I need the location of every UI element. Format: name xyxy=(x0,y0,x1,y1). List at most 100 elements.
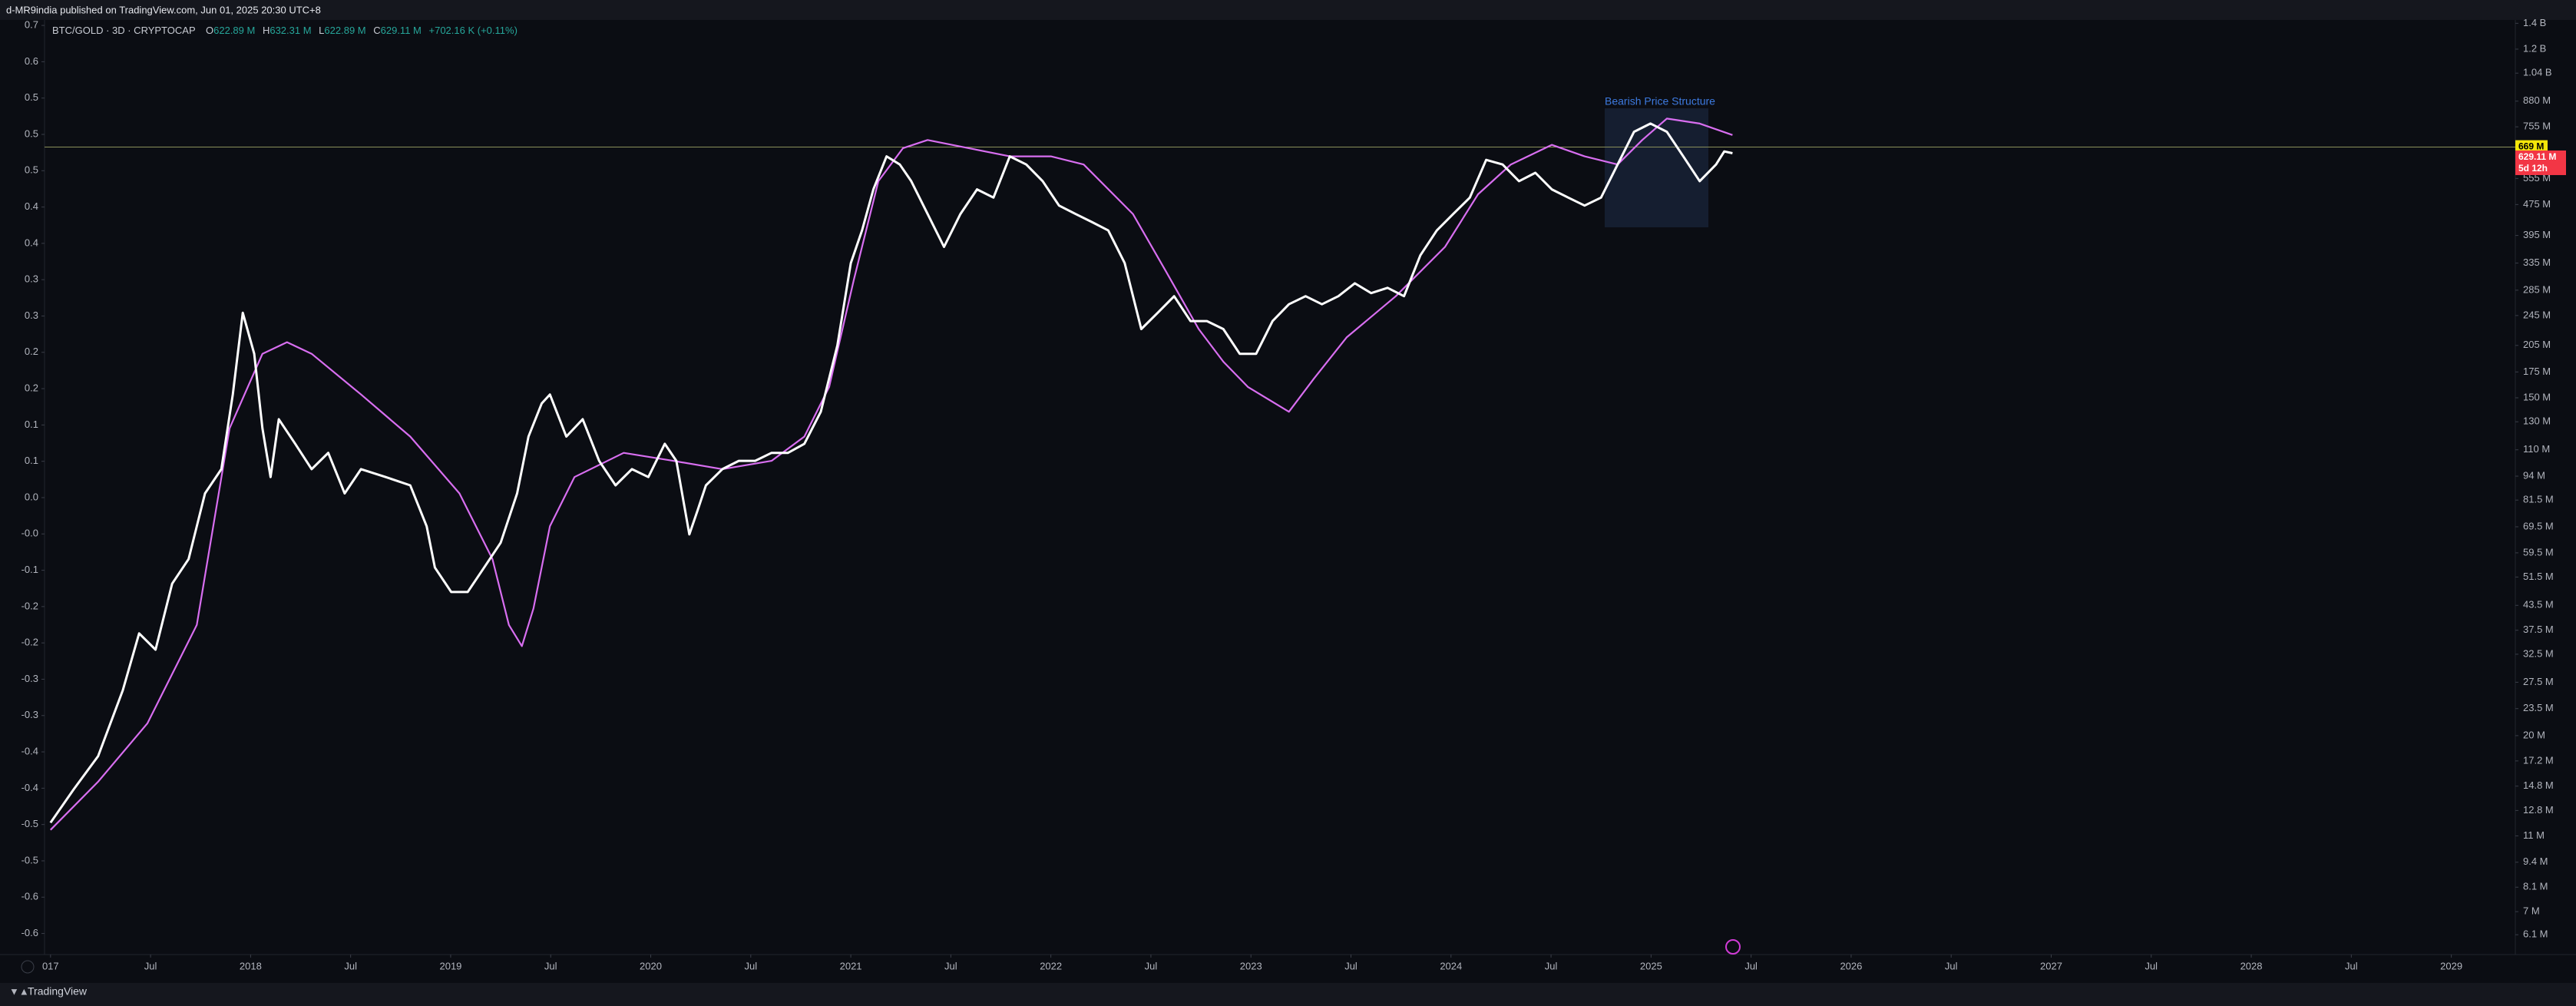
annotation-text: Bearish Price Structure xyxy=(1605,95,1715,108)
last-price-label: 629.11 M xyxy=(2518,151,2556,162)
footer-logo: ▼▲ xyxy=(9,985,29,997)
x-tick-label: Jul xyxy=(544,960,557,971)
x-tick-label: Jul xyxy=(1145,960,1158,971)
x-tick-label: 2025 xyxy=(1640,960,1662,971)
ohlc-value: 622.89 M xyxy=(324,25,365,36)
y2-tick-label: -0.3 xyxy=(21,709,38,720)
y2-tick-label: -0.4 xyxy=(21,782,38,793)
y2-tick-label: 0.4 xyxy=(25,237,38,248)
y-tick-label: 150 M xyxy=(2523,391,2551,402)
x-tick-label: Jul xyxy=(144,960,157,971)
x-tick-label: 2028 xyxy=(2240,960,2263,971)
y2-tick-label: 0.1 xyxy=(25,455,38,466)
lightning-icon[interactable] xyxy=(1725,939,1741,955)
y-tick-label: 12.8 M xyxy=(2523,804,2554,816)
y-tick-label: 27.5 M xyxy=(2523,676,2554,687)
ohlc-value: 622.89 M xyxy=(213,25,255,36)
y-tick-label: 175 M xyxy=(2523,366,2551,377)
x-tick-label: Jul xyxy=(2345,960,2358,971)
y-tick-label: 37.5 M xyxy=(2523,624,2554,635)
x-tick-label: 2019 xyxy=(439,960,461,971)
x-tick-label: 2026 xyxy=(1840,960,1862,971)
ohlc-value: 629.11 M xyxy=(381,25,422,36)
y-tick-label: 110 M xyxy=(2523,443,2550,455)
y-tick-label: 94 M xyxy=(2523,469,2545,481)
y2-tick-label: 0.5 xyxy=(25,91,38,103)
y-tick-label: 9.4 M xyxy=(2523,855,2548,867)
last-price-tag xyxy=(2515,150,2566,175)
change: +702.16 K (+0.11%) xyxy=(429,25,518,36)
x-tick-label: 2023 xyxy=(1240,960,1262,971)
x-tick-label: 2027 xyxy=(2040,960,2062,971)
x-tick-label: Jul xyxy=(2144,960,2158,971)
countdown: 5d 12h xyxy=(2518,163,2548,174)
y-tick-label: 880 M xyxy=(2523,94,2551,106)
ohlc-key: C xyxy=(373,25,380,36)
y2-tick-label: -0.6 xyxy=(21,927,38,938)
y-tick-label: 335 M xyxy=(2523,256,2551,268)
y-tick-label: 6.1 M xyxy=(2523,928,2548,940)
ohlc-key: L xyxy=(319,25,324,36)
x-tick-label: 2020 xyxy=(640,960,662,971)
y2-tick-label: 0.1 xyxy=(25,419,38,430)
y-tick-label: 755 M xyxy=(2523,121,2551,132)
y2-tick-label: 0.3 xyxy=(25,273,38,285)
price-line-label: 669 M xyxy=(2518,141,2544,152)
y-tick-label: 43.5 M xyxy=(2523,599,2554,611)
y2-tick-label: -0.5 xyxy=(21,854,38,865)
y2-tick-label: 0.2 xyxy=(25,346,38,357)
y-tick-label: 1.4 B xyxy=(2523,17,2546,28)
x-tick-label: Jul xyxy=(344,960,357,971)
y2-tick-label: 0.5 xyxy=(25,127,38,139)
y2-tick-label: 0.4 xyxy=(25,200,38,212)
y2-tick-label: 0.0 xyxy=(25,491,38,502)
x-tick-label: 2024 xyxy=(1440,960,1462,971)
y-tick-label: 81.5 M xyxy=(2523,494,2554,505)
y-tick-label: 20 M xyxy=(2523,729,2545,740)
y-tick-label: 395 M xyxy=(2523,229,2551,240)
y-tick-label: 23.5 M xyxy=(2523,702,2554,713)
y-tick-label: 69.5 M xyxy=(2523,520,2554,531)
y2-tick-label: 0.2 xyxy=(25,382,38,394)
y2-tick-label: 0.3 xyxy=(25,309,38,321)
x-tick-label: Jul xyxy=(1744,960,1758,971)
x-tick-label: 017 xyxy=(42,960,59,971)
y-tick-label: 7 M xyxy=(2523,905,2540,917)
scale-icon[interactable] xyxy=(21,960,35,974)
y2-tick-label: -0.3 xyxy=(21,673,38,684)
footer-text: TradingView xyxy=(28,985,88,998)
y-tick-label: 205 M xyxy=(2523,339,2551,350)
y-tick-label: 130 M xyxy=(2523,415,2551,427)
y-tick-label: 285 M xyxy=(2523,283,2551,295)
y-tick-label: 51.5 M xyxy=(2523,571,2554,582)
y-tick-label: 245 M xyxy=(2523,309,2551,320)
y-tick-label: 17.2 M xyxy=(2523,754,2554,766)
x-tick-label: Jul xyxy=(1344,960,1357,971)
footer-bar xyxy=(0,983,2576,1006)
x-tick-label: Jul xyxy=(944,960,957,971)
y-tick-label: 1.2 B xyxy=(2523,42,2546,54)
y-tick-label: 11 M xyxy=(2523,829,2545,841)
symbol-line: BTC/GOLD · 3D · CRYPTOCAP O622.89 M H632… xyxy=(52,25,518,36)
y2-tick-label: -0.2 xyxy=(21,600,38,611)
header-bar xyxy=(0,0,2576,20)
y-tick-label: 1.04 B xyxy=(2523,67,2552,78)
ohlc-key: H xyxy=(263,25,270,36)
header-text: d-MR9india published on TradingView.com,… xyxy=(6,4,321,15)
x-tick-label: 2018 xyxy=(240,960,262,971)
ohlc-value: 632.31 M xyxy=(270,25,311,36)
y-tick-label: 475 M xyxy=(2523,198,2551,210)
price-line-tag xyxy=(2515,140,2548,154)
series-line xyxy=(50,117,1733,831)
y2-tick-label: 0.6 xyxy=(25,55,38,67)
x-tick-label: Jul xyxy=(1945,960,1958,971)
y-tick-label: 32.5 M xyxy=(2523,647,2554,659)
y2-tick-label: -0.6 xyxy=(21,891,38,902)
ohlc-key: O xyxy=(206,25,213,36)
y2-tick-label: -0.1 xyxy=(21,564,38,575)
y-tick-label: 59.5 M xyxy=(2523,546,2554,558)
y2-tick-label: -0.2 xyxy=(21,637,38,648)
symbol: BTC/GOLD · 3D · CRYPTOCAP xyxy=(52,25,195,36)
